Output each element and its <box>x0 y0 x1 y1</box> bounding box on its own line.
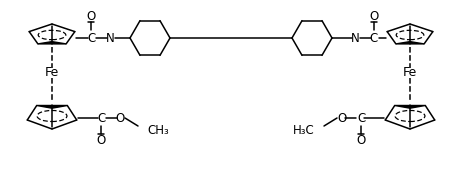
Text: C: C <box>97 111 105 124</box>
Text: N: N <box>351 31 359 44</box>
Text: O: O <box>356 134 365 147</box>
Polygon shape <box>38 42 66 44</box>
Polygon shape <box>395 106 426 108</box>
Polygon shape <box>36 106 67 108</box>
Text: O: O <box>86 10 96 23</box>
Text: Fe: Fe <box>45 67 59 80</box>
Text: C: C <box>87 31 95 44</box>
Text: O: O <box>97 134 106 147</box>
Polygon shape <box>396 42 424 44</box>
Text: O: O <box>337 111 346 124</box>
Text: H₃C: H₃C <box>293 124 315 137</box>
Text: CH₃: CH₃ <box>147 124 169 137</box>
Text: Fe: Fe <box>403 67 417 80</box>
Text: N: N <box>106 31 115 44</box>
Text: C: C <box>357 111 365 124</box>
Text: O: O <box>116 111 125 124</box>
Text: C: C <box>370 31 378 44</box>
Text: O: O <box>370 10 379 23</box>
